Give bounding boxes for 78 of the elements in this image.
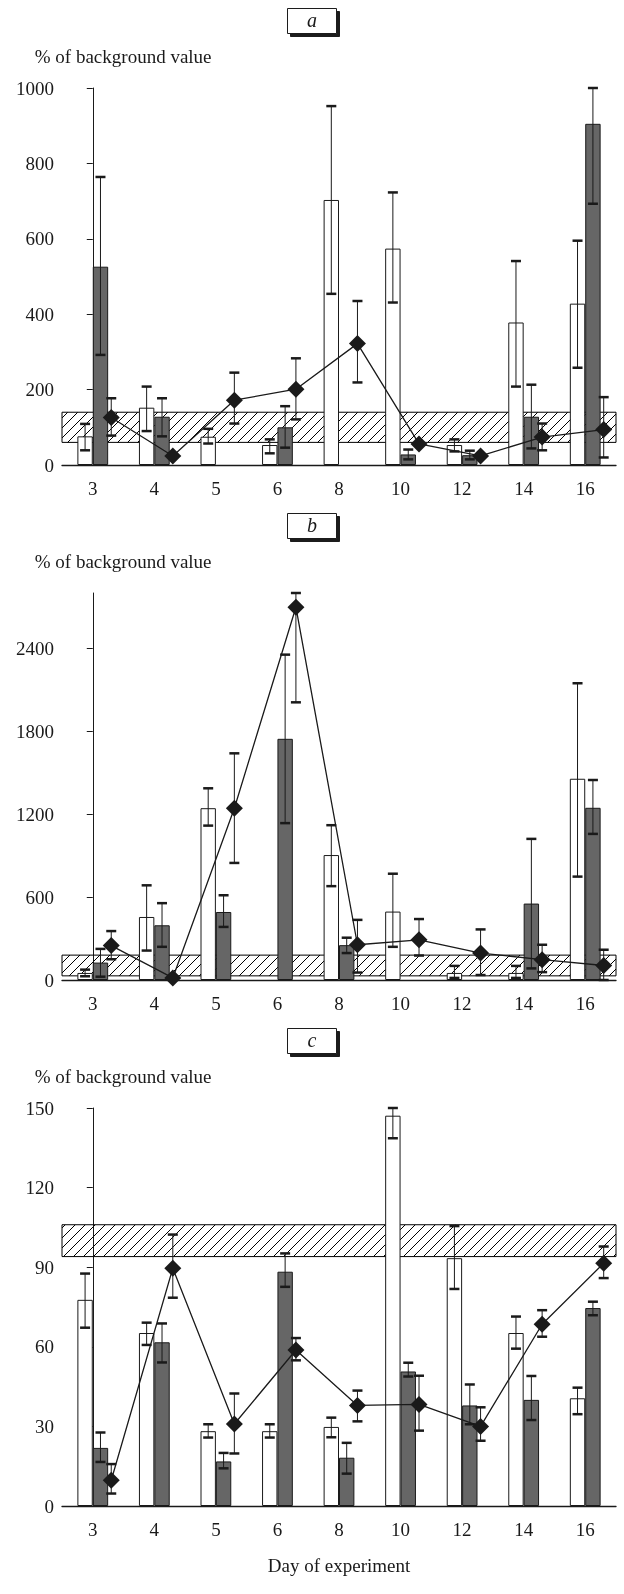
point (533, 951, 551, 969)
point (533, 1315, 551, 1333)
x-tick-label: 16 (575, 478, 595, 499)
x-tick-label: 10 (391, 478, 411, 499)
x-tick-label: 6 (272, 478, 283, 499)
y-tick-label: 0 (44, 969, 54, 991)
x-tick-label: 6 (272, 993, 283, 1014)
point (472, 944, 490, 962)
y-axis-title: % of background value (34, 46, 212, 67)
x-tick-label: 12 (452, 1519, 472, 1540)
point (225, 391, 243, 409)
y-tick-label: 60 (35, 1336, 54, 1358)
point (595, 421, 613, 439)
point (102, 409, 120, 426)
point (164, 969, 182, 987)
x-tick-label: 5 (211, 478, 221, 499)
y-tick-label: 0 (44, 1495, 54, 1517)
y-tick-label: 800 (25, 152, 54, 174)
point (595, 956, 613, 974)
x-tick-label: 12 (452, 993, 472, 1014)
point (348, 1396, 366, 1414)
y-tick-label: 600 (25, 228, 54, 250)
x-tick-label: 5 (211, 1519, 221, 1540)
chart-title: a (307, 9, 317, 31)
point (102, 1471, 120, 1489)
point (410, 435, 428, 453)
y-tick-label: 30 (35, 1415, 54, 1437)
point (287, 1341, 305, 1359)
x-tick-label: 14 (514, 993, 534, 1014)
point (533, 428, 551, 446)
point (348, 936, 366, 954)
point (225, 799, 243, 817)
point (348, 335, 366, 353)
x-tick-label: 14 (514, 1519, 534, 1540)
chart-title: b (307, 514, 317, 536)
y-tick-label: 400 (25, 303, 54, 325)
point (410, 1395, 428, 1413)
x-tick-label: 8 (334, 993, 344, 1014)
point (472, 1417, 490, 1435)
x-tick-label: 10 (391, 1519, 411, 1540)
point (595, 1254, 613, 1272)
x-tick-label: 3 (88, 478, 98, 499)
point (410, 931, 428, 949)
x-tick-label: 3 (88, 1519, 98, 1540)
x-tick-label: 8 (334, 478, 344, 499)
point (287, 380, 305, 398)
x-tick-label: 16 (575, 993, 595, 1014)
x-tick-label: 14 (514, 478, 534, 499)
x-axis-title: Day of experiment (267, 1555, 411, 1576)
point (225, 1415, 243, 1433)
x-tick-label: 8 (334, 1519, 344, 1540)
x-tick-label: 6 (272, 1519, 283, 1540)
point (164, 1259, 182, 1277)
point (472, 447, 490, 465)
y-axis-title: % of background value (34, 551, 212, 572)
x-tick-label: 5 (211, 993, 221, 1014)
y-tick-label: 150 (25, 1097, 54, 1119)
x-tick-label: 12 (452, 478, 472, 499)
y-tick-label: 120 (25, 1177, 54, 1199)
y-tick-label: 2400 (16, 637, 54, 659)
point (102, 937, 120, 955)
x-tick-label: 4 (149, 478, 160, 499)
x-tick-label: 4 (149, 1519, 160, 1540)
x-tick-label: 16 (575, 1519, 595, 1540)
point (164, 447, 182, 465)
y-axis-title: % of background value (34, 1066, 212, 1087)
y-tick-label: 0 (44, 454, 54, 476)
x-tick-label: 3 (88, 993, 98, 1014)
point (287, 598, 305, 616)
x-tick-label: 4 (149, 993, 160, 1014)
y-tick-label: 1000 (16, 77, 54, 99)
y-tick-label: 1200 (16, 803, 54, 825)
y-tick-label: 1800 (16, 720, 54, 742)
y-tick-label: 90 (35, 1256, 54, 1278)
y-tick-label: 600 (25, 886, 54, 908)
chart-title: c (307, 1029, 317, 1051)
y-tick-label: 200 (25, 379, 54, 401)
x-tick-label: 10 (391, 993, 411, 1014)
